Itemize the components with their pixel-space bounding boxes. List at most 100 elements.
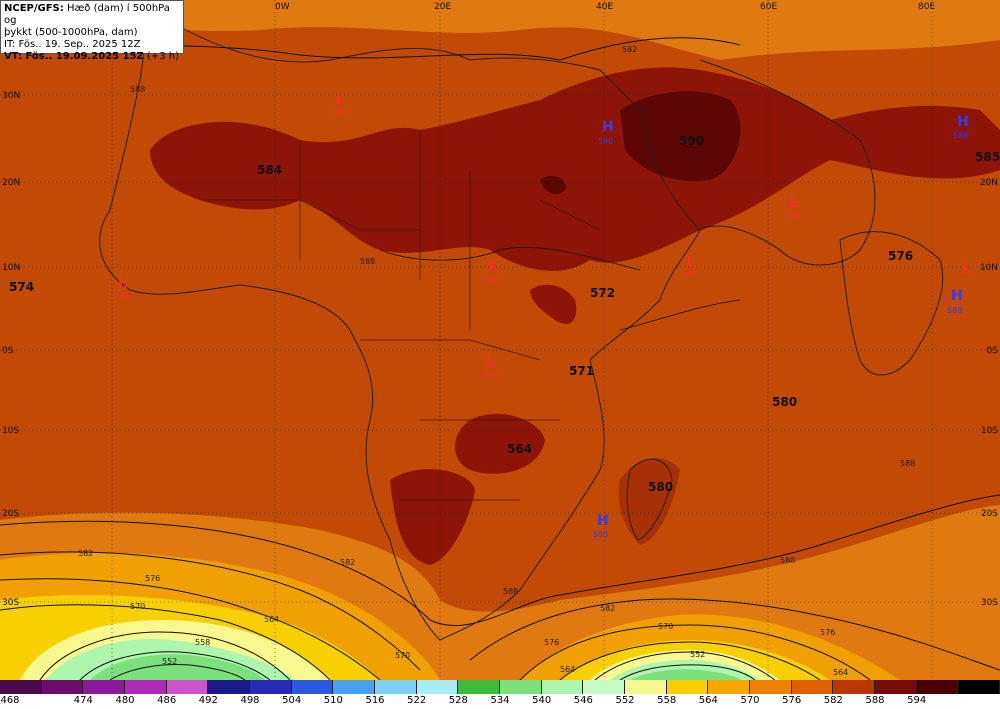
thickness-label: 584	[257, 163, 282, 177]
contour-label: 564	[833, 668, 848, 677]
legend-swatch	[666, 680, 709, 694]
lat-label-30s: 30S	[2, 598, 19, 608]
thickness-label: 580	[648, 480, 673, 494]
header-line-2: þykkt (500-1000hPa, dam)	[4, 27, 138, 38]
map-header: NCEP/GFS: Hæð (dam) í 500hPa og þykkt (5…	[0, 0, 184, 62]
lon-label-0w: 0W	[275, 2, 290, 12]
contour-label: 552	[162, 657, 177, 666]
low-pressure-marker: L	[962, 261, 971, 277]
lat-label-10s: 10S	[2, 426, 19, 436]
contour-570	[0, 578, 871, 680]
low-pressure-value: 587	[483, 370, 498, 379]
contour-label: 582	[600, 604, 615, 613]
low-pressure-value: 584	[332, 108, 347, 117]
header-line-1: NCEP/GFS: Hæð (dam) í 500hPa og	[4, 3, 180, 27]
low-pressure-marker: L	[686, 254, 695, 270]
legend-value: 534	[490, 695, 510, 706]
legend-swatch	[833, 680, 876, 694]
low-pressure-value: 585	[115, 292, 130, 301]
contour-label: 570	[395, 651, 410, 660]
country-borders	[200, 130, 601, 501]
thickness-label: 574	[9, 280, 34, 294]
legend-swatch	[333, 680, 376, 694]
legend-swatch	[875, 680, 917, 694]
legend-swatch	[750, 680, 792, 694]
lat-label-10n: 10N	[2, 263, 20, 273]
low-pressure-value: 586	[682, 269, 697, 278]
contour-546	[109, 664, 246, 680]
africa-coastline	[99, 9, 701, 641]
contour-558	[39, 631, 776, 680]
legend-value: 558	[657, 695, 677, 706]
north-thickness-band	[0, 0, 1000, 60]
lat-label-right-10n: 10N	[980, 263, 998, 273]
contour-label: 576	[820, 628, 835, 637]
lon-label-20e: 20E	[434, 2, 451, 12]
lon-label-80e: 80E	[918, 2, 935, 12]
lat-label-20n: 20N	[2, 178, 20, 188]
legend-swatch	[583, 680, 626, 694]
contour-label: 582	[622, 45, 637, 54]
legend-value: 564	[698, 695, 718, 706]
legend-color-bar	[0, 680, 1000, 694]
legend-swatch	[125, 680, 167, 694]
legend-value: 552	[615, 695, 635, 706]
lat-label-right-20s: 20S	[981, 509, 998, 519]
lon-label-60e: 60E	[760, 2, 777, 12]
legend-swatch	[0, 680, 42, 694]
thickness-label: 580	[772, 395, 797, 409]
thickness-label: 571	[569, 364, 594, 378]
legend-value: 582	[823, 695, 843, 706]
thickness-584-region	[150, 67, 1000, 271]
legend-value: 576	[782, 695, 802, 706]
legend-swatch	[208, 680, 251, 694]
india-coastline	[839, 231, 944, 376]
madagascar-region	[618, 458, 680, 545]
legend-value: 510	[323, 695, 343, 706]
legend-value: 480	[115, 695, 135, 706]
contour-label: 564	[560, 665, 575, 674]
legend-swatch	[708, 680, 751, 694]
contour-label: 588	[360, 257, 375, 266]
header-line-4: VT: Fös.. 19.09.2025 15Z (+3 h)	[4, 51, 180, 63]
header-lead-time: (+3 h)	[143, 51, 179, 62]
legend-value: 546	[573, 695, 593, 706]
high-pressure-value: 589	[947, 306, 962, 315]
legend-swatch	[458, 680, 501, 694]
lat-label-0s: 0S	[2, 346, 14, 356]
lat-label-20s: 20S	[2, 509, 19, 519]
low-pressure-marker: L	[489, 259, 498, 275]
contour-label: 564	[264, 615, 279, 624]
low-pressure-marker: L	[118, 276, 127, 292]
legend-value: 540	[532, 695, 552, 706]
low-pressure-marker: L	[789, 195, 798, 211]
contour-588-tropics	[379, 246, 741, 331]
thickness-label: 576	[888, 249, 913, 263]
contour-label: 588	[900, 459, 915, 468]
thickness-label: 590	[679, 134, 704, 148]
legend-swatch	[958, 680, 1000, 694]
thickness-map: 0W 20E 40E 60E 80E 30N 20N 10N 0S 10S 20…	[0, 0, 1000, 680]
contour-label: 570	[658, 622, 673, 631]
contour-label: 570	[130, 602, 145, 611]
high-pressure-value: 588	[953, 131, 968, 140]
legend-swatch	[375, 680, 417, 694]
legend-value: 498	[240, 695, 260, 706]
high-pressure-marker: H	[597, 513, 609, 529]
lat-lon-grid	[0, 0, 1000, 680]
header-init-time: IT: Fös.. 19. Sep.. 2025 12Z	[4, 39, 141, 50]
contour-label: 552	[690, 650, 705, 659]
lon-label-40e: 40E	[596, 2, 613, 12]
low-pressure-value: 586	[786, 211, 801, 220]
arabia-coastline	[699, 59, 876, 266]
legend-swatch	[166, 680, 209, 694]
legend-value: 522	[407, 695, 427, 706]
lat-label-right-0s: 0S	[987, 346, 999, 356]
lat-label-30n: 30N	[2, 91, 20, 101]
legend-value: 570	[740, 695, 760, 706]
lat-label-right-20n: 20N	[980, 178, 998, 188]
contour-label: 588	[503, 587, 518, 596]
legend-value: 474	[73, 695, 93, 706]
legend-swatch	[500, 680, 542, 694]
lat-label-right-30s: 30S	[981, 598, 998, 608]
